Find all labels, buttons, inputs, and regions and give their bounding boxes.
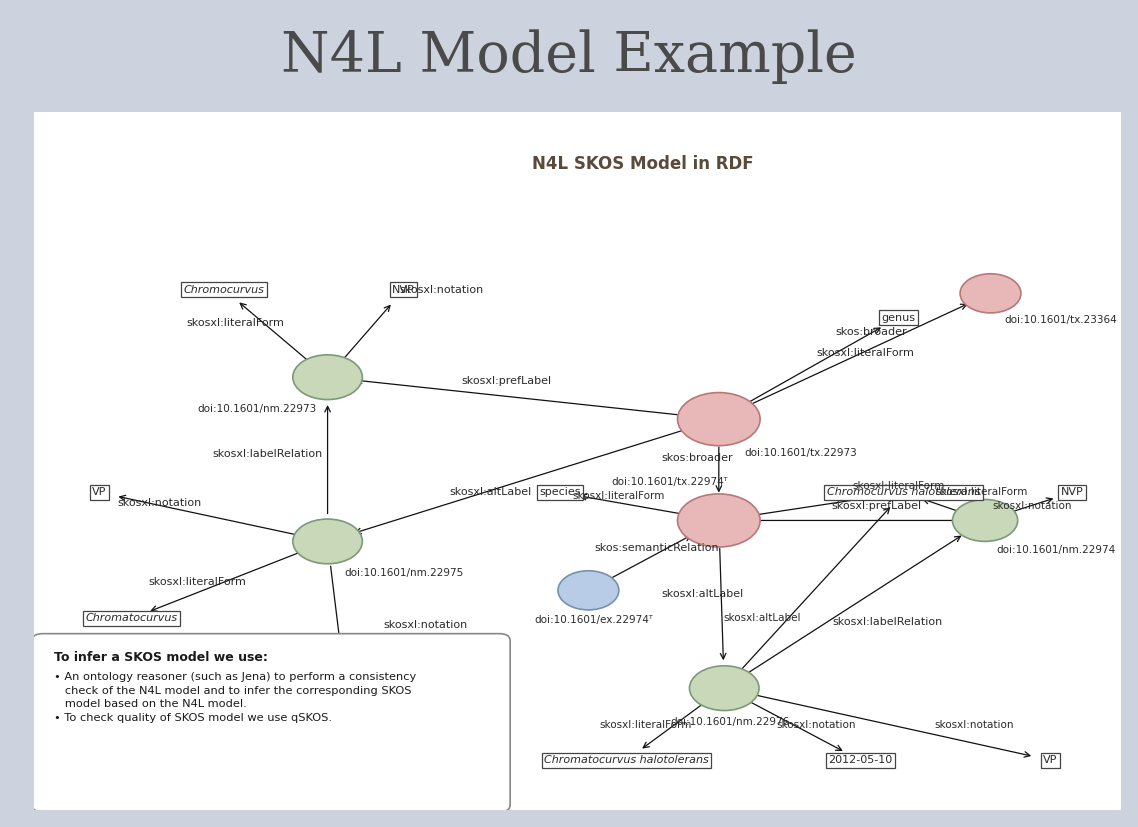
Text: skosxl:literalForm: skosxl:literalForm — [852, 480, 945, 490]
Circle shape — [292, 519, 362, 564]
Text: skosxl:notation: skosxl:notation — [399, 284, 484, 295]
Text: skos:semanticRelation: skos:semanticRelation — [594, 543, 719, 553]
Circle shape — [953, 500, 1017, 542]
Circle shape — [690, 666, 759, 710]
Text: skosxl:prefLabel: skosxl:prefLabel — [462, 375, 552, 385]
Text: doi:10.1601/tx.22973: doi:10.1601/tx.22973 — [744, 447, 857, 457]
Text: doi:10.1601/nm.22973: doi:10.1601/nm.22973 — [197, 404, 316, 414]
Text: doi:10.1601/tx.23364: doi:10.1601/tx.23364 — [1005, 315, 1118, 325]
Text: skosxl:labelRelation: skosxl:labelRelation — [832, 617, 942, 627]
Text: Chromocurvus halotolerans: Chromocurvus halotolerans — [827, 487, 980, 498]
Text: skosxl:altLabel: skosxl:altLabel — [661, 589, 743, 599]
Text: skosxl:literalForm: skosxl:literalForm — [935, 487, 1028, 498]
Text: skosxl:prefLabel: skosxl:prefLabel — [832, 501, 922, 511]
Circle shape — [558, 571, 619, 609]
Text: species: species — [539, 487, 580, 498]
Text: doi:10.1601/tx.22974ᵀ: doi:10.1601/tx.22974ᵀ — [611, 477, 728, 487]
Text: skos:broader: skos:broader — [661, 452, 733, 462]
Text: Chromatocurvus halotolerans: Chromatocurvus halotolerans — [544, 755, 709, 765]
FancyBboxPatch shape — [32, 633, 510, 812]
Text: VP: VP — [92, 487, 107, 498]
Text: N4L Model Example: N4L Model Example — [281, 30, 857, 84]
Text: skosxl:notation: skosxl:notation — [384, 620, 468, 630]
Text: skosxl:notation: skosxl:notation — [777, 720, 857, 730]
Text: skosxl:altLabel: skosxl:altLabel — [450, 487, 531, 498]
Text: 2012-05-10: 2012-05-10 — [828, 755, 892, 765]
Text: NVP: NVP — [1061, 487, 1083, 498]
Text: skosxl:notation: skosxl:notation — [992, 501, 1072, 511]
Text: Chromocurvus: Chromocurvus — [184, 284, 265, 295]
Text: doi:10.1601/nm.22975: doi:10.1601/nm.22975 — [344, 568, 463, 578]
Text: skosxl:literalForm: skosxl:literalForm — [187, 318, 284, 327]
Text: doi:10.1601/ex.22974ᵀ: doi:10.1601/ex.22974ᵀ — [535, 615, 653, 625]
Text: skos:broader: skos:broader — [835, 327, 907, 337]
Text: N4L SKOS Model in RDF: N4L SKOS Model in RDF — [531, 155, 753, 173]
Text: skosxl:literalForm: skosxl:literalForm — [572, 491, 665, 501]
Text: • An ontology reasoner (such as Jena) to perform a consistency
   check of the N: • An ontology reasoner (such as Jena) to… — [53, 672, 417, 723]
Text: genus: genus — [881, 313, 915, 323]
Text: skosxl:notation: skosxl:notation — [934, 720, 1014, 730]
FancyBboxPatch shape — [28, 108, 1127, 814]
Text: skosxl:altLabel: skosxl:altLabel — [724, 614, 801, 624]
Text: doi:10.1601/nm.22976: doi:10.1601/nm.22976 — [670, 717, 790, 727]
Text: Chromatocurvus: Chromatocurvus — [85, 614, 178, 624]
Circle shape — [677, 494, 760, 547]
Circle shape — [677, 393, 760, 446]
Text: skosxl:literalForm: skosxl:literalForm — [148, 577, 246, 587]
Text: doi:10.1601/nm.22974: doi:10.1601/nm.22974 — [996, 545, 1115, 555]
Text: VP: VP — [1044, 755, 1057, 765]
Text: skosxl:literalForm: skosxl:literalForm — [817, 347, 915, 358]
Text: NVP: NVP — [393, 284, 415, 295]
Circle shape — [292, 355, 362, 399]
Text: skosxl:labelRelation: skosxl:labelRelation — [213, 449, 323, 459]
Text: skosxl:notation: skosxl:notation — [117, 498, 201, 508]
Circle shape — [960, 274, 1021, 313]
Text: To infer a SKOS model we use:: To infer a SKOS model we use: — [53, 651, 267, 664]
Text: skosxl:literalForm: skosxl:literalForm — [600, 720, 692, 730]
Text: 2012-05-10: 2012-05-10 — [312, 669, 376, 679]
